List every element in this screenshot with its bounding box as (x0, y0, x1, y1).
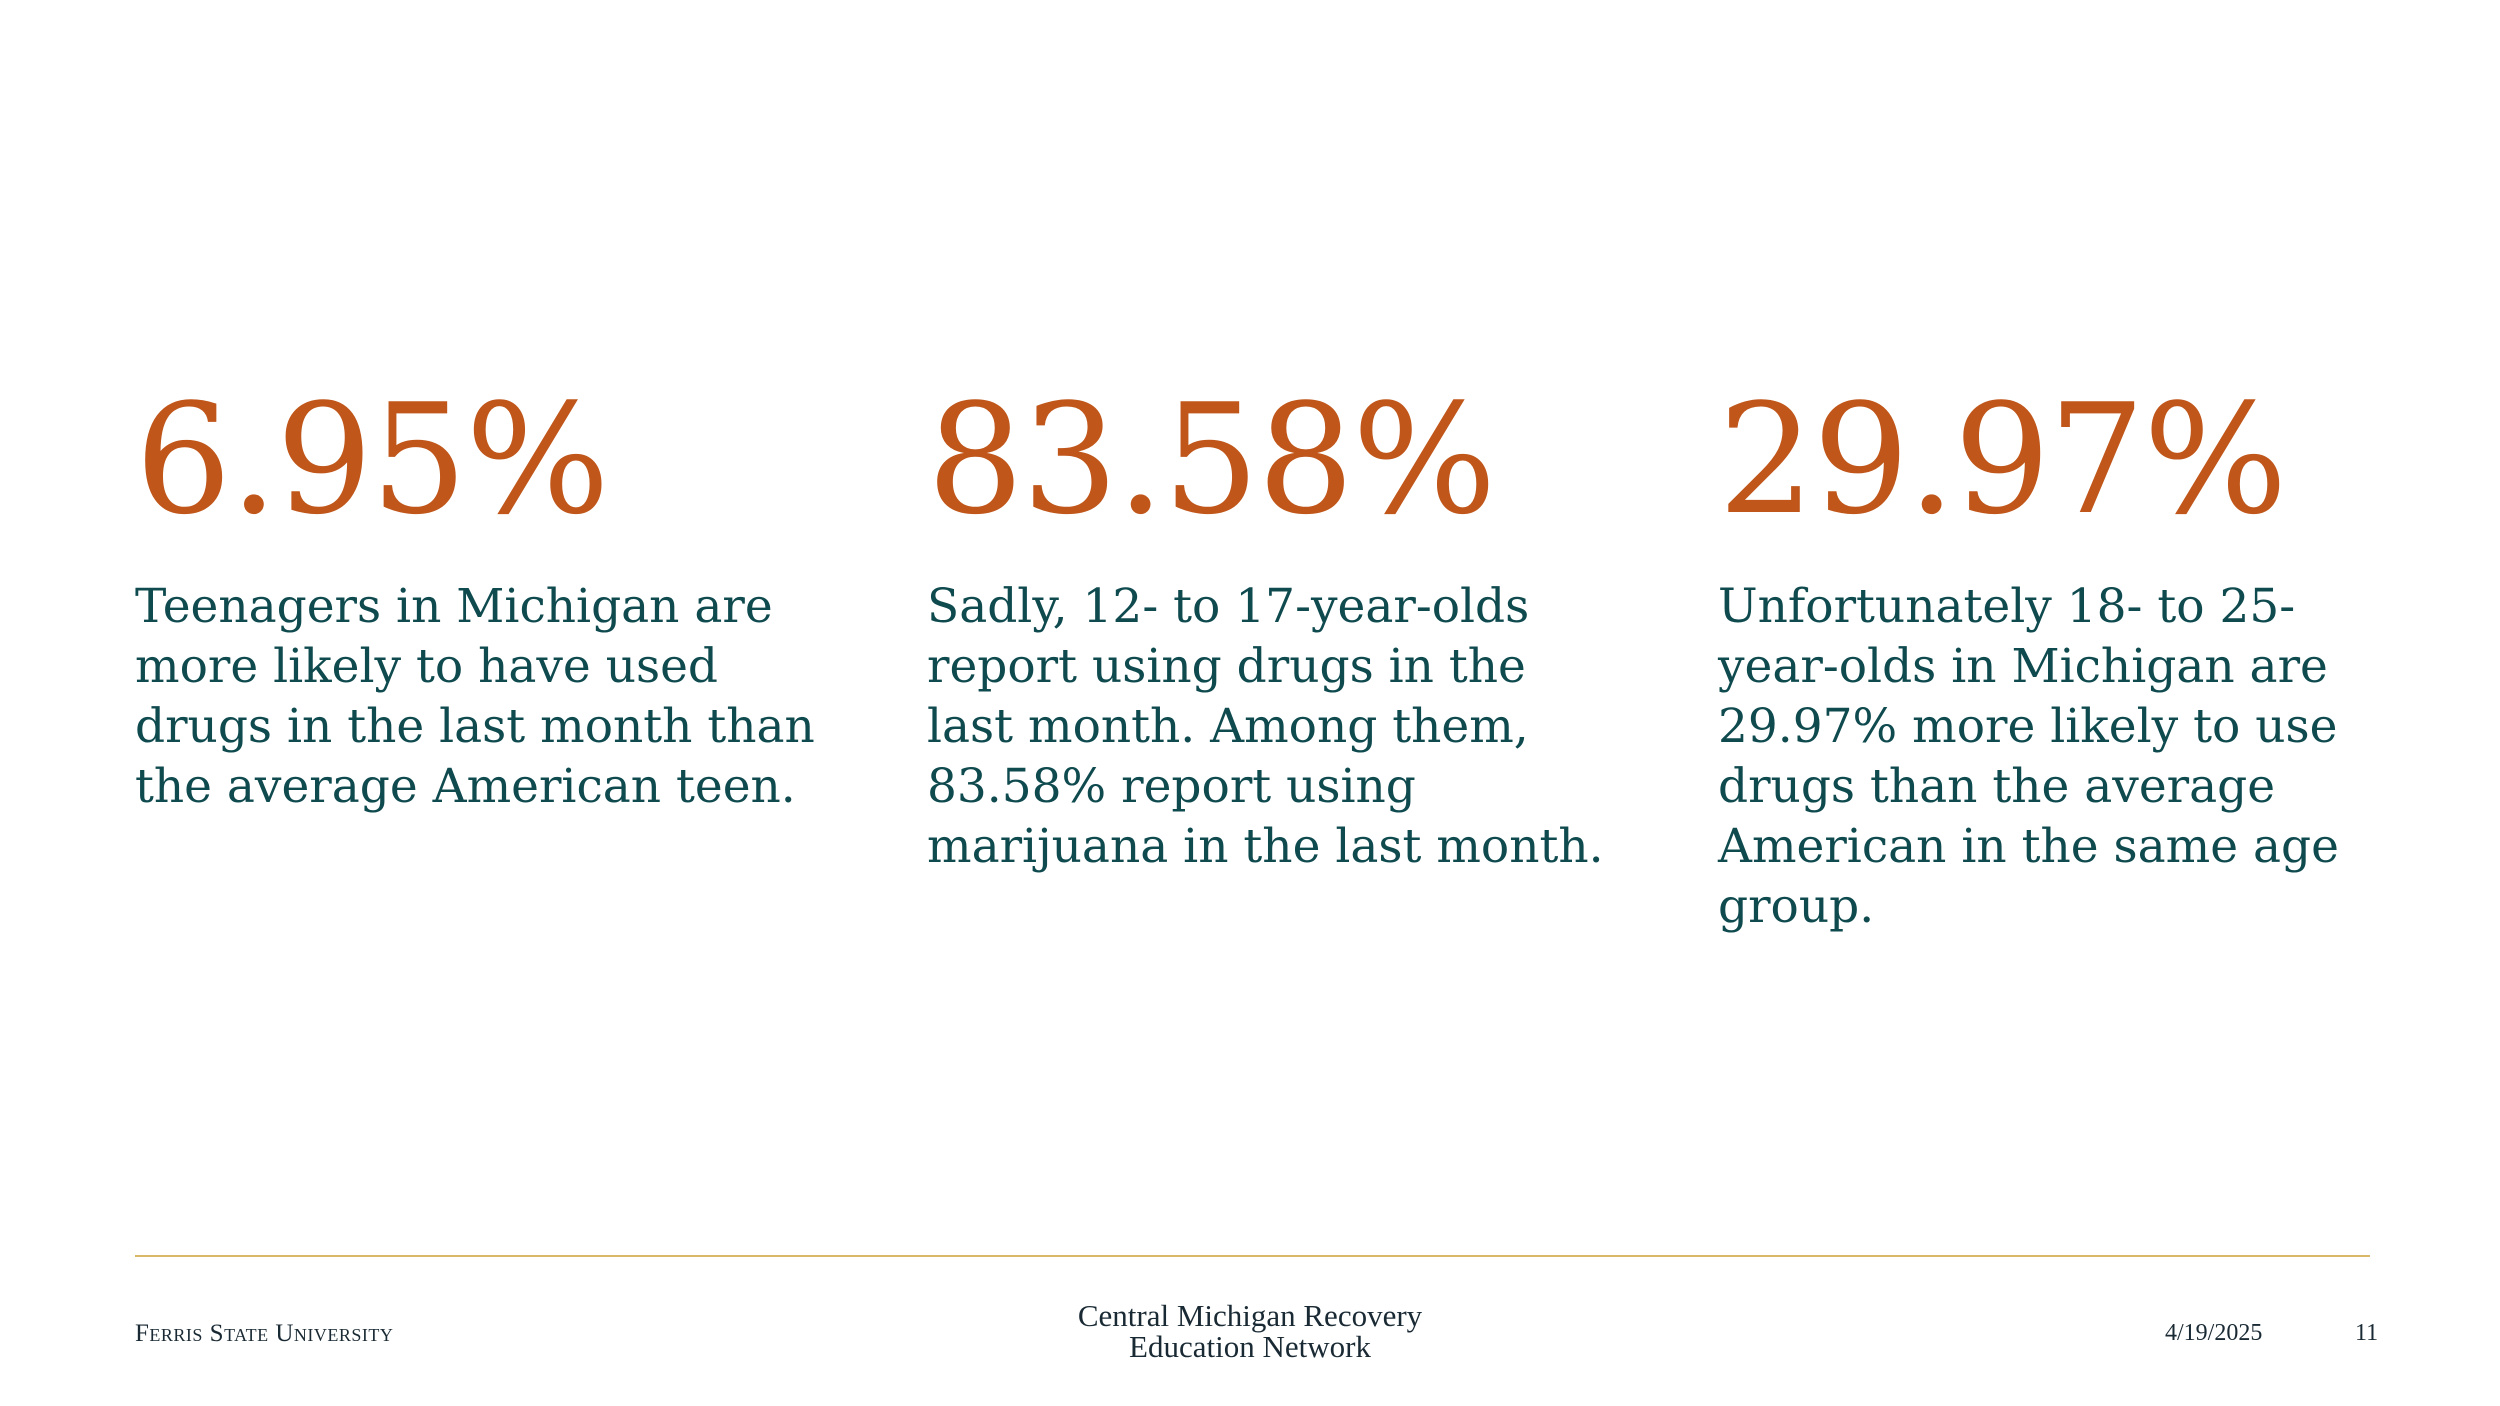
footer-divider (135, 1255, 2370, 1257)
stat-value: 29.97% (1718, 371, 2288, 548)
stat-column-2: 83.58% Sadly, 12- to 17-year-olds report… (927, 371, 1617, 877)
footer-date: 4/19/2025 (2165, 1320, 2263, 1346)
footer-organization: Ferris State University (135, 1320, 394, 1347)
footer-logo: Central Michigan Recovery Education Netw… (1050, 1300, 1450, 1362)
stat-column-1: 6.95% Teenagers in Michigan are more lik… (135, 371, 825, 817)
stat-description: Unfortunately 18- to 25-year-olds in Mic… (1718, 579, 2339, 934)
footer-logo-line-1: Central Michigan Recovery (1077, 1298, 1423, 1333)
stat-column-3: 29.97% Unfortunately 18- to 25-year-olds… (1718, 371, 2408, 937)
stat-description: Sadly, 12- to 17-year-olds report using … (927, 579, 1604, 874)
footer-logo-line-2: Education Network (1129, 1329, 1371, 1364)
stat-value: 83.58% (927, 371, 1497, 548)
stat-value: 6.95% (135, 371, 610, 548)
stat-description: Teenagers in Michigan are more likely to… (135, 579, 815, 814)
page-number: 11 (2355, 1320, 2379, 1346)
